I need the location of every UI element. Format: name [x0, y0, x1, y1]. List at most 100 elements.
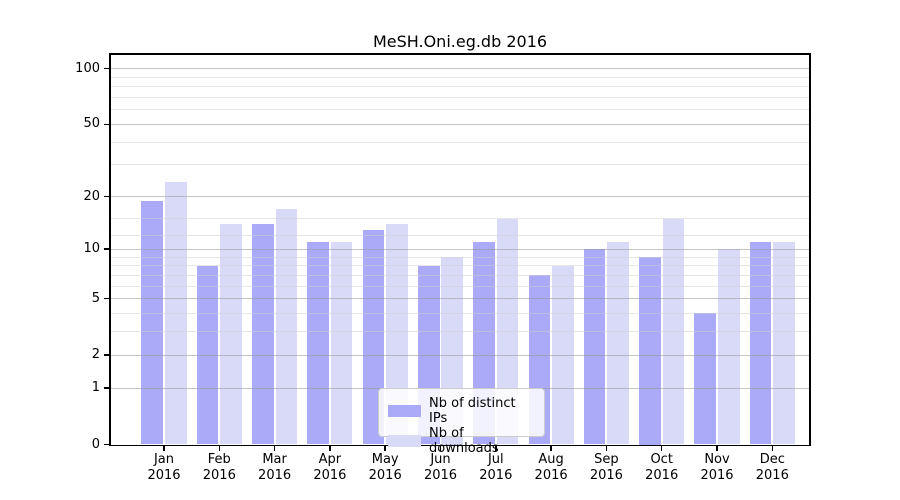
gridline-major-5	[110, 298, 810, 300]
bar-distinct-ips-dec	[749, 242, 772, 445]
x-tick-sep	[605, 446, 608, 451]
gridline-minor-30	[110, 164, 810, 166]
x-axis-month-label-dec: Dec 2016	[744, 452, 800, 484]
legend-item-downloads: Nb of downloads	[388, 426, 535, 456]
month-name: Jan	[153, 452, 175, 467]
bar-downloads-dec	[773, 242, 795, 445]
month-name: Apr	[318, 452, 342, 467]
gridline-major-50	[110, 123, 810, 125]
x-tick-feb	[218, 446, 221, 451]
bar-distinct-ips-jan	[141, 200, 164, 445]
legend-swatch-distinct-ips	[388, 405, 421, 417]
month-year: 2016	[258, 468, 292, 483]
chart-title: MeSH.Oni.eg.db 2016	[372, 32, 548, 51]
gridline-minor-6	[110, 285, 810, 287]
gridline-major-20	[110, 196, 810, 198]
x-tick-dec	[771, 446, 774, 451]
gridline-minor-60	[110, 109, 810, 111]
month-year: 2016	[423, 468, 458, 483]
spine-right	[809, 53, 811, 447]
y-tick-2	[104, 354, 109, 356]
y-tick-20	[104, 195, 109, 198]
y-tick-1	[104, 387, 109, 389]
month-name: May	[371, 452, 399, 467]
x-axis-month-label-jun: Jun 2016	[413, 452, 469, 484]
x-axis-month-label-mar: Mar 2016	[247, 452, 303, 484]
y-axis-tick-label-10: 10	[83, 241, 100, 257]
plot-area	[110, 54, 810, 445]
y-axis-tick-label-20: 20	[83, 188, 100, 204]
y-tick-0	[104, 443, 109, 446]
bar-distinct-ips-mar	[252, 223, 274, 445]
x-axis-month-label-apr: Apr 2016	[302, 452, 358, 484]
bar-downloads-sep	[607, 242, 629, 445]
month-year: 2016	[147, 468, 181, 483]
month-year: 2016	[202, 468, 236, 483]
gridline-minor-8	[110, 265, 810, 267]
gridline-minor-3	[110, 331, 810, 333]
y-tick-10	[104, 248, 109, 251]
month-year: 2016	[755, 468, 789, 483]
gridline-minor-12	[110, 235, 810, 237]
bar-distinct-ips-apr	[307, 242, 329, 445]
x-tick-nov	[716, 446, 718, 451]
y-axis-tick-label-1: 1	[91, 380, 100, 396]
legend-label-downloads: Nb of downloads	[429, 426, 499, 456]
month-name: Jun	[430, 452, 451, 467]
month-year: 2016	[589, 468, 623, 483]
x-tick-jul	[495, 446, 497, 451]
spine-top	[109, 53, 811, 55]
month-name: Jul	[487, 452, 504, 467]
month-name: Feb	[207, 452, 231, 467]
x-tick-aug	[550, 446, 552, 451]
bar-distinct-ips-nov	[694, 313, 717, 445]
y-tick-100	[104, 67, 109, 70]
bar-downloads-apr	[330, 242, 353, 445]
month-name: Sep	[594, 452, 619, 467]
month-year: 2016	[645, 468, 679, 483]
spine-bottom	[109, 444, 811, 447]
month-name: Nov	[704, 452, 730, 467]
month-name: Mar	[262, 452, 287, 467]
month-year: 2016	[534, 468, 568, 483]
x-tick-mar	[273, 446, 276, 451]
gridline-minor-90	[110, 76, 810, 78]
x-tick-apr	[329, 446, 331, 451]
x-axis-month-label-jul: Jul 2016	[468, 452, 524, 484]
bar-downloads-nov	[717, 249, 740, 445]
gridline-minor-80	[110, 86, 810, 88]
legend-item-distinct-ips: Nb of distinct IPs	[388, 396, 535, 426]
month-name: Dec	[759, 452, 785, 467]
month-year: 2016	[700, 468, 734, 483]
month-year: 2016	[368, 468, 402, 483]
x-tick-oct	[660, 446, 663, 451]
spine-left	[109, 53, 111, 447]
y-axis-tick-label-100: 100	[75, 60, 100, 76]
month-year: 2016	[479, 468, 513, 483]
gridline-minor-40	[110, 141, 810, 143]
gridline-minor-70	[110, 96, 810, 98]
legend-swatch-downloads	[388, 435, 421, 447]
bar-distinct-ips-sep	[583, 249, 606, 445]
month-year: 2016	[313, 468, 347, 483]
x-axis-month-label-feb: Feb 2016	[191, 452, 247, 484]
gridline-major-2	[110, 354, 810, 356]
x-axis-month-label-nov: Nov 2016	[689, 452, 745, 484]
x-axis-month-label-sep: Sep 2016	[578, 452, 634, 484]
gridline-minor-9	[110, 256, 810, 258]
y-tick-50	[104, 123, 109, 126]
legend-label-distinct-ips: Nb of distinct IPs	[429, 396, 516, 426]
x-axis-month-label-may: May 2016	[357, 452, 413, 484]
y-tick-5	[104, 297, 109, 300]
gridline-minor-7	[110, 274, 810, 276]
month-name: Aug	[538, 452, 564, 467]
bar-downloads-feb	[220, 223, 242, 445]
gridline-major-100	[110, 68, 810, 70]
gridline-major-10	[110, 248, 810, 250]
gridline-minor-4	[110, 312, 810, 314]
legend: Nb of distinct IPs Nb of downloads	[378, 388, 545, 456]
x-tick-may	[384, 446, 386, 451]
month-name: Oct	[650, 452, 673, 467]
x-axis-month-label-oct: Oct 2016	[634, 452, 690, 484]
